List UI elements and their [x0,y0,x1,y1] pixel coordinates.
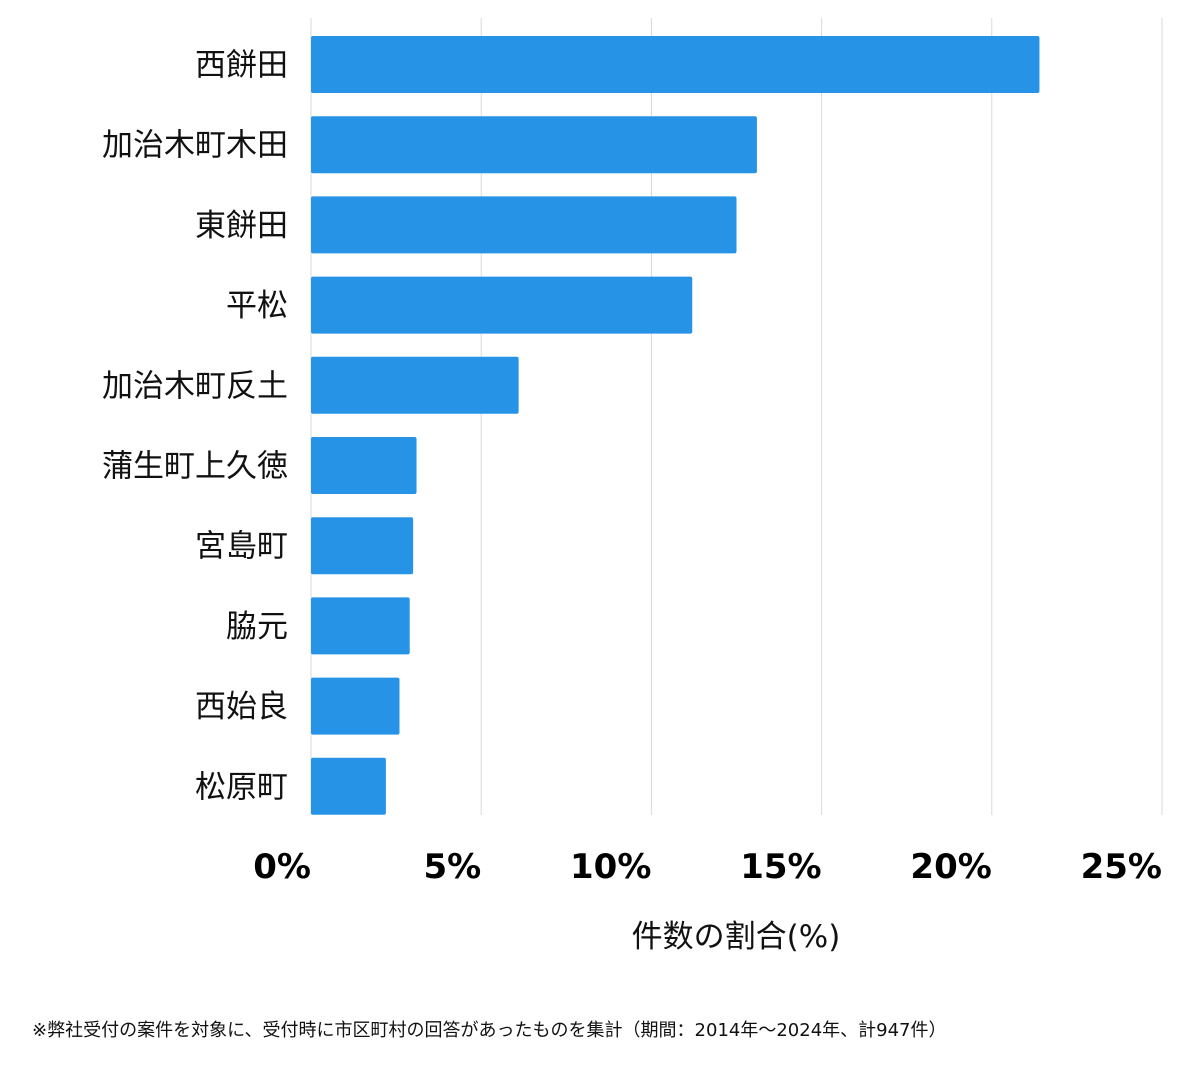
bar [311,116,757,174]
category-label: 平松 [226,288,288,324]
bars [311,36,1040,815]
x-tick-label: 10% [570,847,651,887]
x-tick-label: 20% [910,847,991,887]
category-label: 宮島町 [195,529,288,565]
category-label: 蒲生町上久徳 [102,449,288,485]
bar [311,437,417,494]
bar [311,757,386,815]
category-label: 加治木町反土 [102,368,288,404]
bar [311,196,737,254]
category-label: 西餅田 [195,48,288,84]
bar [311,597,410,655]
category-label: 東餅田 [195,208,288,244]
bar [311,356,519,414]
category-label: 松原町 [195,769,288,805]
bar [311,517,414,575]
bar [311,276,693,334]
x-tick-label: 0% [253,847,311,887]
bar [311,36,1040,93]
x-axis-title: 件数の割合(%) [632,919,841,955]
category-label: 西始良 [195,689,288,725]
x-tick-labels: 0% 5% 10% 15% 20% 25% [253,847,1162,887]
footnote: ※弊社受付の案件を対象に、受付時に市区町村の回答があったものを集計（期間：201… [32,1020,947,1041]
x-tick-label: 5% [423,847,481,887]
x-tick-label: 15% [740,847,821,887]
bar [311,677,400,735]
category-label: 脇元 [226,609,288,645]
x-tick-label: 25% [1081,847,1162,887]
category-label: 加治木町木田 [102,128,288,164]
